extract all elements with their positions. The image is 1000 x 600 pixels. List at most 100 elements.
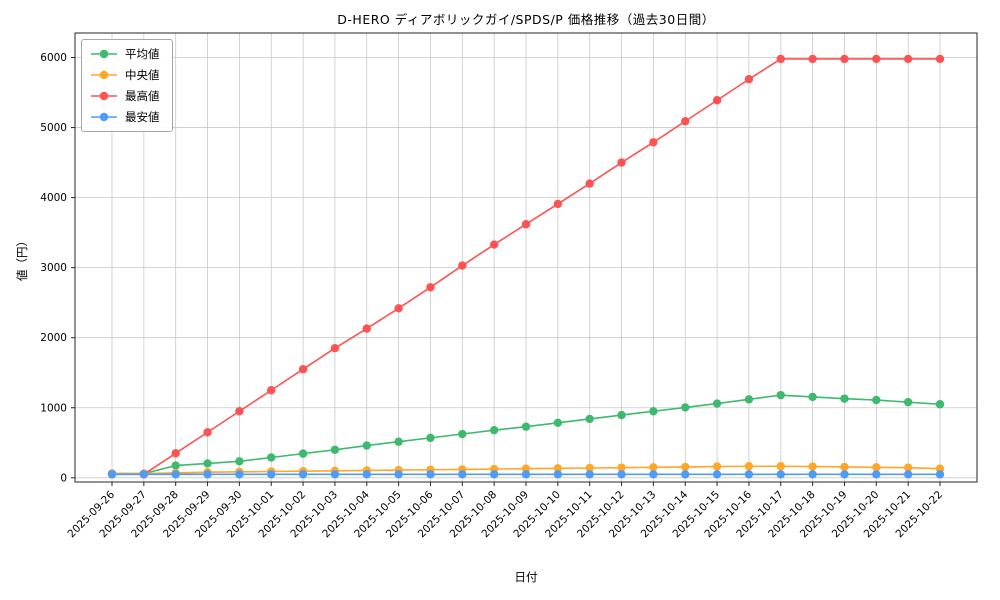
series-point-max	[426, 283, 435, 292]
series-point-min	[521, 470, 531, 479]
legend-label-max: 最高値	[125, 89, 160, 103]
series-point-min	[744, 470, 754, 479]
series-point-average	[362, 441, 371, 450]
y-tick-label: 1000	[40, 402, 67, 414]
series-point-max	[617, 158, 626, 167]
legend-label-median: 中央値	[125, 68, 160, 82]
legend-marker-min	[91, 112, 117, 122]
series-point-max	[776, 54, 785, 64]
series-point-max	[203, 428, 212, 437]
series-point-average	[330, 445, 340, 454]
series-point-min	[139, 470, 149, 479]
y-tick-label: 4000	[40, 192, 67, 204]
series-point-min	[394, 470, 403, 479]
legend: 平均値中央値最高値最安値	[81, 39, 173, 132]
series-point-min	[808, 470, 817, 479]
series-point-min	[235, 470, 244, 479]
series-point-max	[330, 344, 340, 353]
y-axis-label: 値（円）	[15, 235, 29, 281]
y-tick-label: 6000	[40, 52, 67, 64]
y-tick-label: 3000	[40, 262, 67, 274]
series-average	[107, 390, 945, 478]
y-tick-label: 0	[60, 472, 67, 484]
series-point-average	[235, 457, 244, 466]
grid	[75, 33, 977, 482]
series-point-min	[203, 470, 212, 479]
series-min	[107, 470, 945, 479]
series-point-average	[521, 422, 531, 431]
series-point-min	[362, 470, 371, 479]
series-point-median	[681, 462, 690, 472]
legend-item-median: 中央値	[90, 67, 160, 83]
legend-item-average: 平均値	[90, 46, 160, 62]
series-point-min	[298, 470, 308, 479]
series-point-average	[298, 449, 308, 458]
series-point-min	[872, 470, 881, 479]
legend-label-average: 平均値	[125, 47, 160, 61]
series-point-average	[426, 433, 435, 443]
series-point-average	[744, 395, 754, 404]
series-point-max	[267, 386, 276, 395]
series-point-min	[935, 470, 945, 479]
series-point-max	[935, 54, 945, 64]
series-point-median	[553, 464, 563, 473]
series-point-average	[681, 403, 690, 412]
series-point-max	[553, 199, 563, 209]
series-point-max	[585, 179, 594, 188]
series-point-median	[585, 463, 594, 473]
series-point-average	[776, 390, 785, 400]
series-point-min	[712, 470, 722, 479]
series-point-max	[171, 449, 180, 458]
series-point-average	[585, 414, 594, 424]
x-axis: 2025-09-262025-09-272025-09-282025-09-29…	[65, 482, 945, 540]
legend-item-min: 最安値	[90, 109, 160, 125]
series-point-average	[872, 395, 881, 405]
series-point-average	[840, 394, 849, 403]
legend-marker-median	[91, 70, 117, 80]
y-tick-label: 2000	[40, 332, 67, 344]
series-point-average	[808, 392, 817, 402]
legend-label-min: 最安値	[125, 110, 160, 124]
series-point-min	[458, 470, 467, 479]
chart-title: D-HERO ディアボリックガイ/SPDS/P 価格推移（過去30日間）	[337, 12, 715, 27]
series-point-min	[107, 470, 117, 479]
series-point-max	[521, 220, 531, 229]
series-point-average	[617, 410, 626, 420]
series-point-min	[489, 470, 499, 479]
series-point-median	[903, 463, 913, 472]
legend-item-max: 最高値	[90, 88, 160, 104]
series-point-average	[649, 407, 658, 416]
series-point-max	[712, 96, 722, 105]
y-axis: 0 1000 2000 3000 4000 5000 6000	[40, 52, 75, 484]
series-point-max	[458, 261, 467, 270]
series-point-median	[649, 463, 658, 472]
series-point-min	[649, 470, 658, 479]
series-point-average	[935, 400, 945, 409]
series-point-average	[394, 437, 403, 446]
series-point-min	[840, 470, 849, 479]
series-point-median	[840, 462, 849, 472]
series-point-max	[872, 54, 881, 64]
legend-marker-average	[91, 49, 117, 59]
series-point-min	[330, 470, 340, 479]
series-point-average	[712, 399, 722, 408]
series-point-max	[649, 138, 658, 147]
series-point-max	[903, 54, 913, 64]
series-point-average	[489, 425, 499, 435]
series-point-max	[681, 117, 690, 126]
series-point-min	[553, 470, 563, 479]
series-point-min	[585, 470, 594, 479]
series-point-median	[808, 462, 817, 471]
series-point-min	[617, 470, 626, 479]
series-point-max	[840, 54, 849, 64]
y-tick-label: 5000	[40, 122, 67, 134]
series-point-max	[808, 54, 817, 64]
series-point-min	[903, 470, 913, 479]
series-point-max	[362, 324, 371, 333]
series-point-max	[298, 365, 308, 374]
series-point-min	[426, 470, 435, 479]
series-point-average	[458, 429, 467, 439]
